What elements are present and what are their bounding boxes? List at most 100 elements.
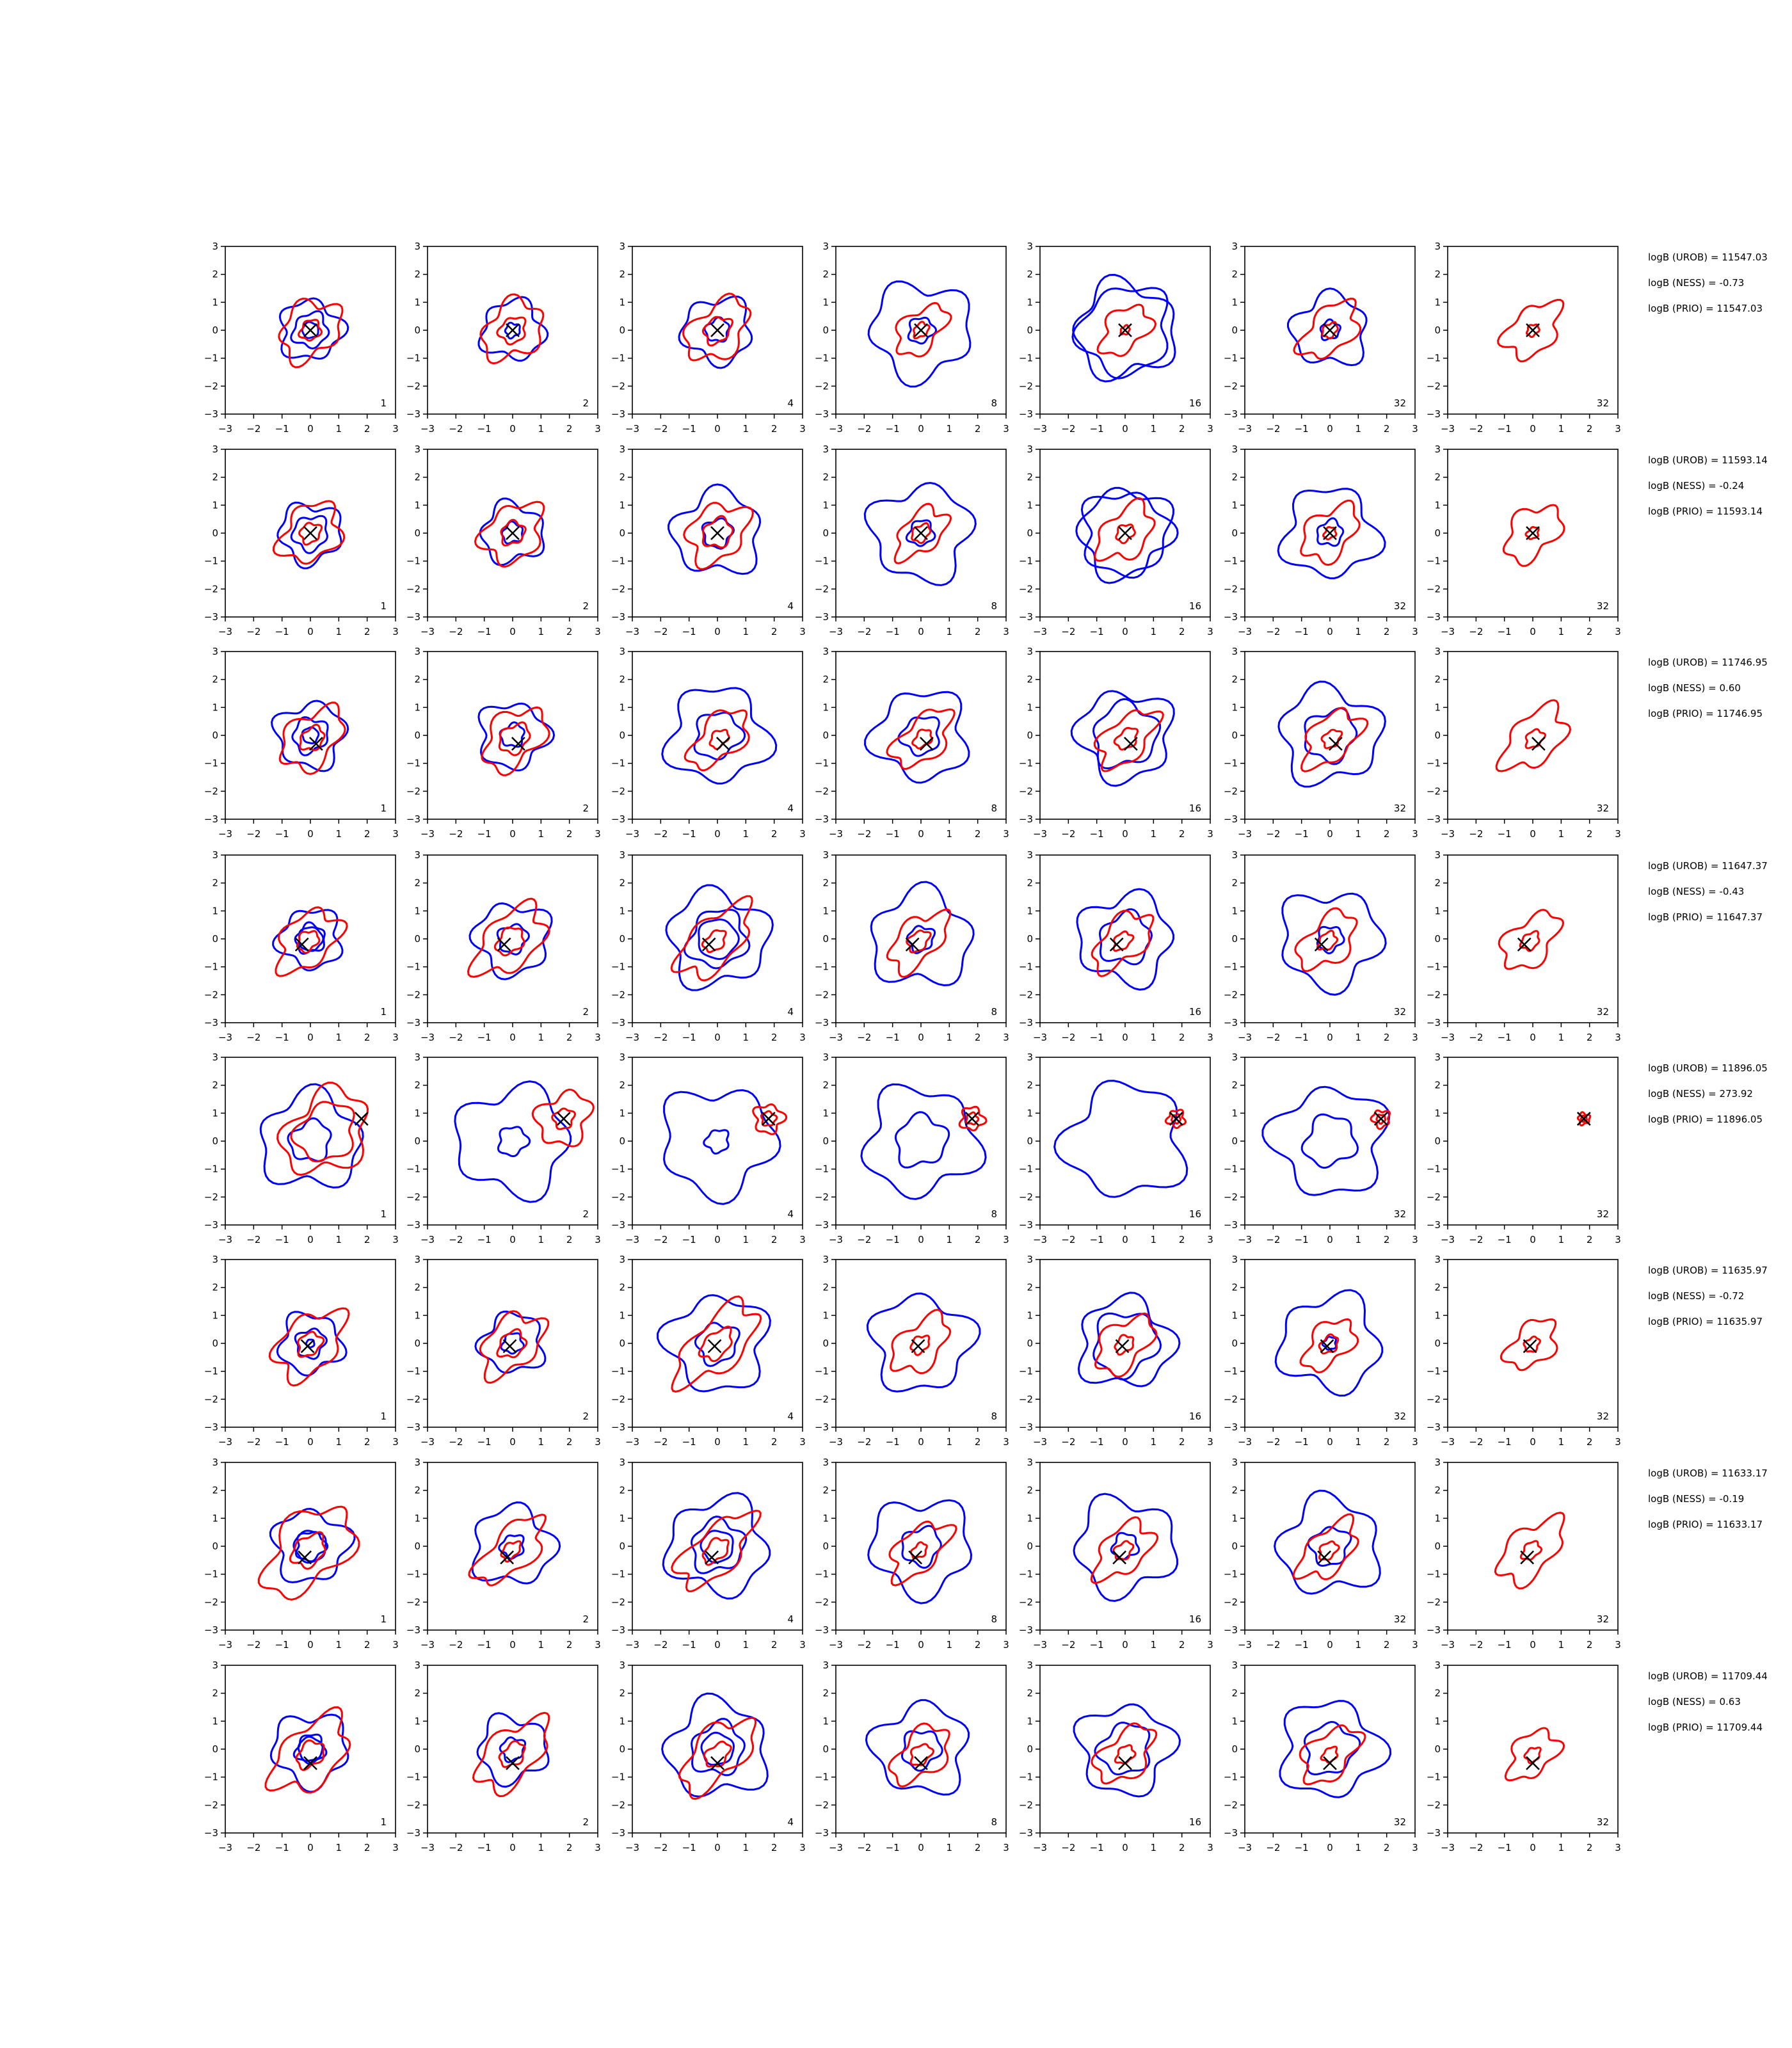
axes-frame bbox=[427, 854, 598, 1023]
y-tick-label: 3 bbox=[822, 1660, 829, 1671]
panel-number-label: 32 bbox=[1394, 1613, 1406, 1625]
x-tick-label: −1 bbox=[682, 1234, 696, 1245]
panel-number-label: 16 bbox=[1189, 600, 1201, 612]
axes-frame bbox=[1447, 1462, 1619, 1631]
x-tick-label: 2 bbox=[566, 1436, 573, 1448]
x-tick-label: 3 bbox=[1412, 828, 1418, 840]
blue-contour-outer bbox=[662, 1492, 771, 1600]
red-contour-outer bbox=[1494, 1511, 1565, 1590]
y-tick-label: −2 bbox=[406, 583, 420, 595]
marker-x bbox=[1323, 526, 1337, 540]
y-tick-label: 1 bbox=[619, 1512, 625, 1524]
x-tick-label: −3 bbox=[218, 1639, 232, 1651]
y-tick-label: −3 bbox=[406, 611, 420, 623]
x-tick-label: −2 bbox=[246, 1436, 260, 1448]
x-tick-label: −3 bbox=[1441, 1639, 1455, 1651]
blue-contour-outer bbox=[860, 1083, 987, 1201]
x-tick-label: −2 bbox=[857, 828, 871, 840]
red-contour-inner bbox=[703, 1740, 732, 1768]
y-tick-label: 2 bbox=[1027, 1688, 1033, 1699]
marker-x bbox=[1169, 1112, 1183, 1126]
x-tick-label: −1 bbox=[1090, 828, 1104, 840]
panel-number-label: 1 bbox=[380, 803, 387, 814]
x-tick-label: −1 bbox=[1498, 423, 1512, 435]
y-tick-label: −1 bbox=[611, 758, 625, 769]
x-tick-label: 3 bbox=[799, 1032, 806, 1043]
x-tick-label: 0 bbox=[918, 1234, 924, 1245]
panel-r6-c6: −3 −2 −1 0 1 2 3 −3 −2 −1 0 1 2 3 32 bbox=[1224, 1254, 1418, 1448]
x-tick-label: −2 bbox=[449, 423, 463, 435]
y-tick-label: −3 bbox=[1427, 1624, 1441, 1636]
x-tick-label: −2 bbox=[1266, 828, 1280, 840]
blue-contour-outer bbox=[269, 1507, 356, 1583]
y-tick-label: −2 bbox=[815, 1393, 829, 1405]
x-tick-label: 2 bbox=[975, 1234, 981, 1245]
y-tick-label: 1 bbox=[619, 1715, 625, 1727]
x-tick-label: 1 bbox=[336, 828, 342, 840]
blue-contour-outer bbox=[454, 1080, 572, 1203]
panel-number-label: 32 bbox=[1597, 1411, 1609, 1422]
logb-ness-label: logB (NESS) = 0.60 bbox=[1648, 682, 1741, 694]
y-tick-label: −2 bbox=[406, 380, 420, 392]
y-tick-label: −1 bbox=[815, 1366, 829, 1377]
x-tick-label: 2 bbox=[771, 1234, 778, 1245]
y-tick-label: 3 bbox=[619, 1052, 625, 1063]
x-tick-label: −1 bbox=[1498, 626, 1512, 637]
y-tick-label: −3 bbox=[1224, 408, 1238, 420]
x-tick-label: −2 bbox=[1266, 1032, 1280, 1043]
x-tick-label: 0 bbox=[509, 1234, 516, 1245]
y-tick-label: 0 bbox=[619, 527, 625, 539]
x-tick-label: 0 bbox=[1530, 1032, 1536, 1043]
x-tick-label: −2 bbox=[246, 423, 260, 435]
marker-x bbox=[1526, 323, 1540, 337]
y-tick-label: 2 bbox=[414, 1485, 420, 1496]
blue-contour-inner bbox=[691, 1718, 746, 1777]
y-tick-label: 1 bbox=[1027, 905, 1033, 916]
y-tick-label: 0 bbox=[414, 1743, 420, 1755]
y-tick-label: 3 bbox=[414, 1457, 420, 1468]
panel-number-label: 8 bbox=[991, 1006, 997, 1018]
blue-contour-inner bbox=[294, 921, 326, 955]
y-tick-label: 2 bbox=[1231, 1282, 1238, 1293]
x-tick-label: 1 bbox=[538, 1436, 545, 1448]
marker-x bbox=[1576, 1112, 1591, 1126]
y-tick-label: 3 bbox=[822, 444, 829, 455]
logb-urob-label: logB (UROB) = 11633.17 bbox=[1648, 1468, 1768, 1479]
x-tick-label: −3 bbox=[625, 1842, 639, 1853]
x-tick-label: 0 bbox=[1122, 1032, 1128, 1043]
y-tick-label: −1 bbox=[406, 961, 420, 973]
logb-ness-label: logB (NESS) = -0.19 bbox=[1648, 1493, 1744, 1505]
x-tick-label: 1 bbox=[1558, 423, 1565, 435]
red-contour-inner bbox=[701, 929, 727, 954]
x-tick-label: −1 bbox=[886, 626, 900, 637]
y-tick-label: 0 bbox=[619, 1135, 625, 1147]
y-tick-label: 3 bbox=[1231, 1254, 1238, 1265]
x-tick-label: 1 bbox=[336, 1842, 342, 1853]
x-tick-label: −2 bbox=[857, 423, 871, 435]
y-tick-label: 1 bbox=[212, 1512, 218, 1524]
x-tick-label: −2 bbox=[653, 626, 668, 637]
y-tick-label: −2 bbox=[406, 1596, 420, 1608]
red-contour-outer bbox=[1300, 499, 1361, 566]
x-tick-label: −2 bbox=[1469, 1234, 1483, 1245]
logb-ness-label: logB (NESS) = -0.72 bbox=[1648, 1290, 1744, 1302]
x-tick-label: 1 bbox=[1356, 423, 1362, 435]
logb-urob-label: logB (UROB) = 11709.44 bbox=[1648, 1670, 1768, 1682]
y-tick-label: −2 bbox=[406, 1191, 420, 1203]
panel-number-label: 32 bbox=[1597, 803, 1609, 814]
x-tick-label: 3 bbox=[1412, 1032, 1418, 1043]
y-tick-label: 2 bbox=[414, 674, 420, 685]
y-tick-label: −2 bbox=[815, 1191, 829, 1203]
y-tick-label: −2 bbox=[815, 583, 829, 595]
y-tick-label: 1 bbox=[1231, 296, 1238, 308]
x-tick-label: 1 bbox=[1151, 1234, 1157, 1245]
y-tick-label: −2 bbox=[1224, 989, 1238, 1000]
y-tick-label: 3 bbox=[1027, 1254, 1033, 1265]
x-tick-label: −3 bbox=[218, 1436, 232, 1448]
x-tick-label: −2 bbox=[1266, 1234, 1280, 1245]
x-tick-label: −3 bbox=[829, 828, 843, 840]
x-tick-label: −3 bbox=[1441, 423, 1455, 435]
blue-contour-inner bbox=[499, 721, 525, 748]
x-tick-label: 1 bbox=[538, 1842, 545, 1853]
x-tick-label: −2 bbox=[246, 1639, 260, 1651]
